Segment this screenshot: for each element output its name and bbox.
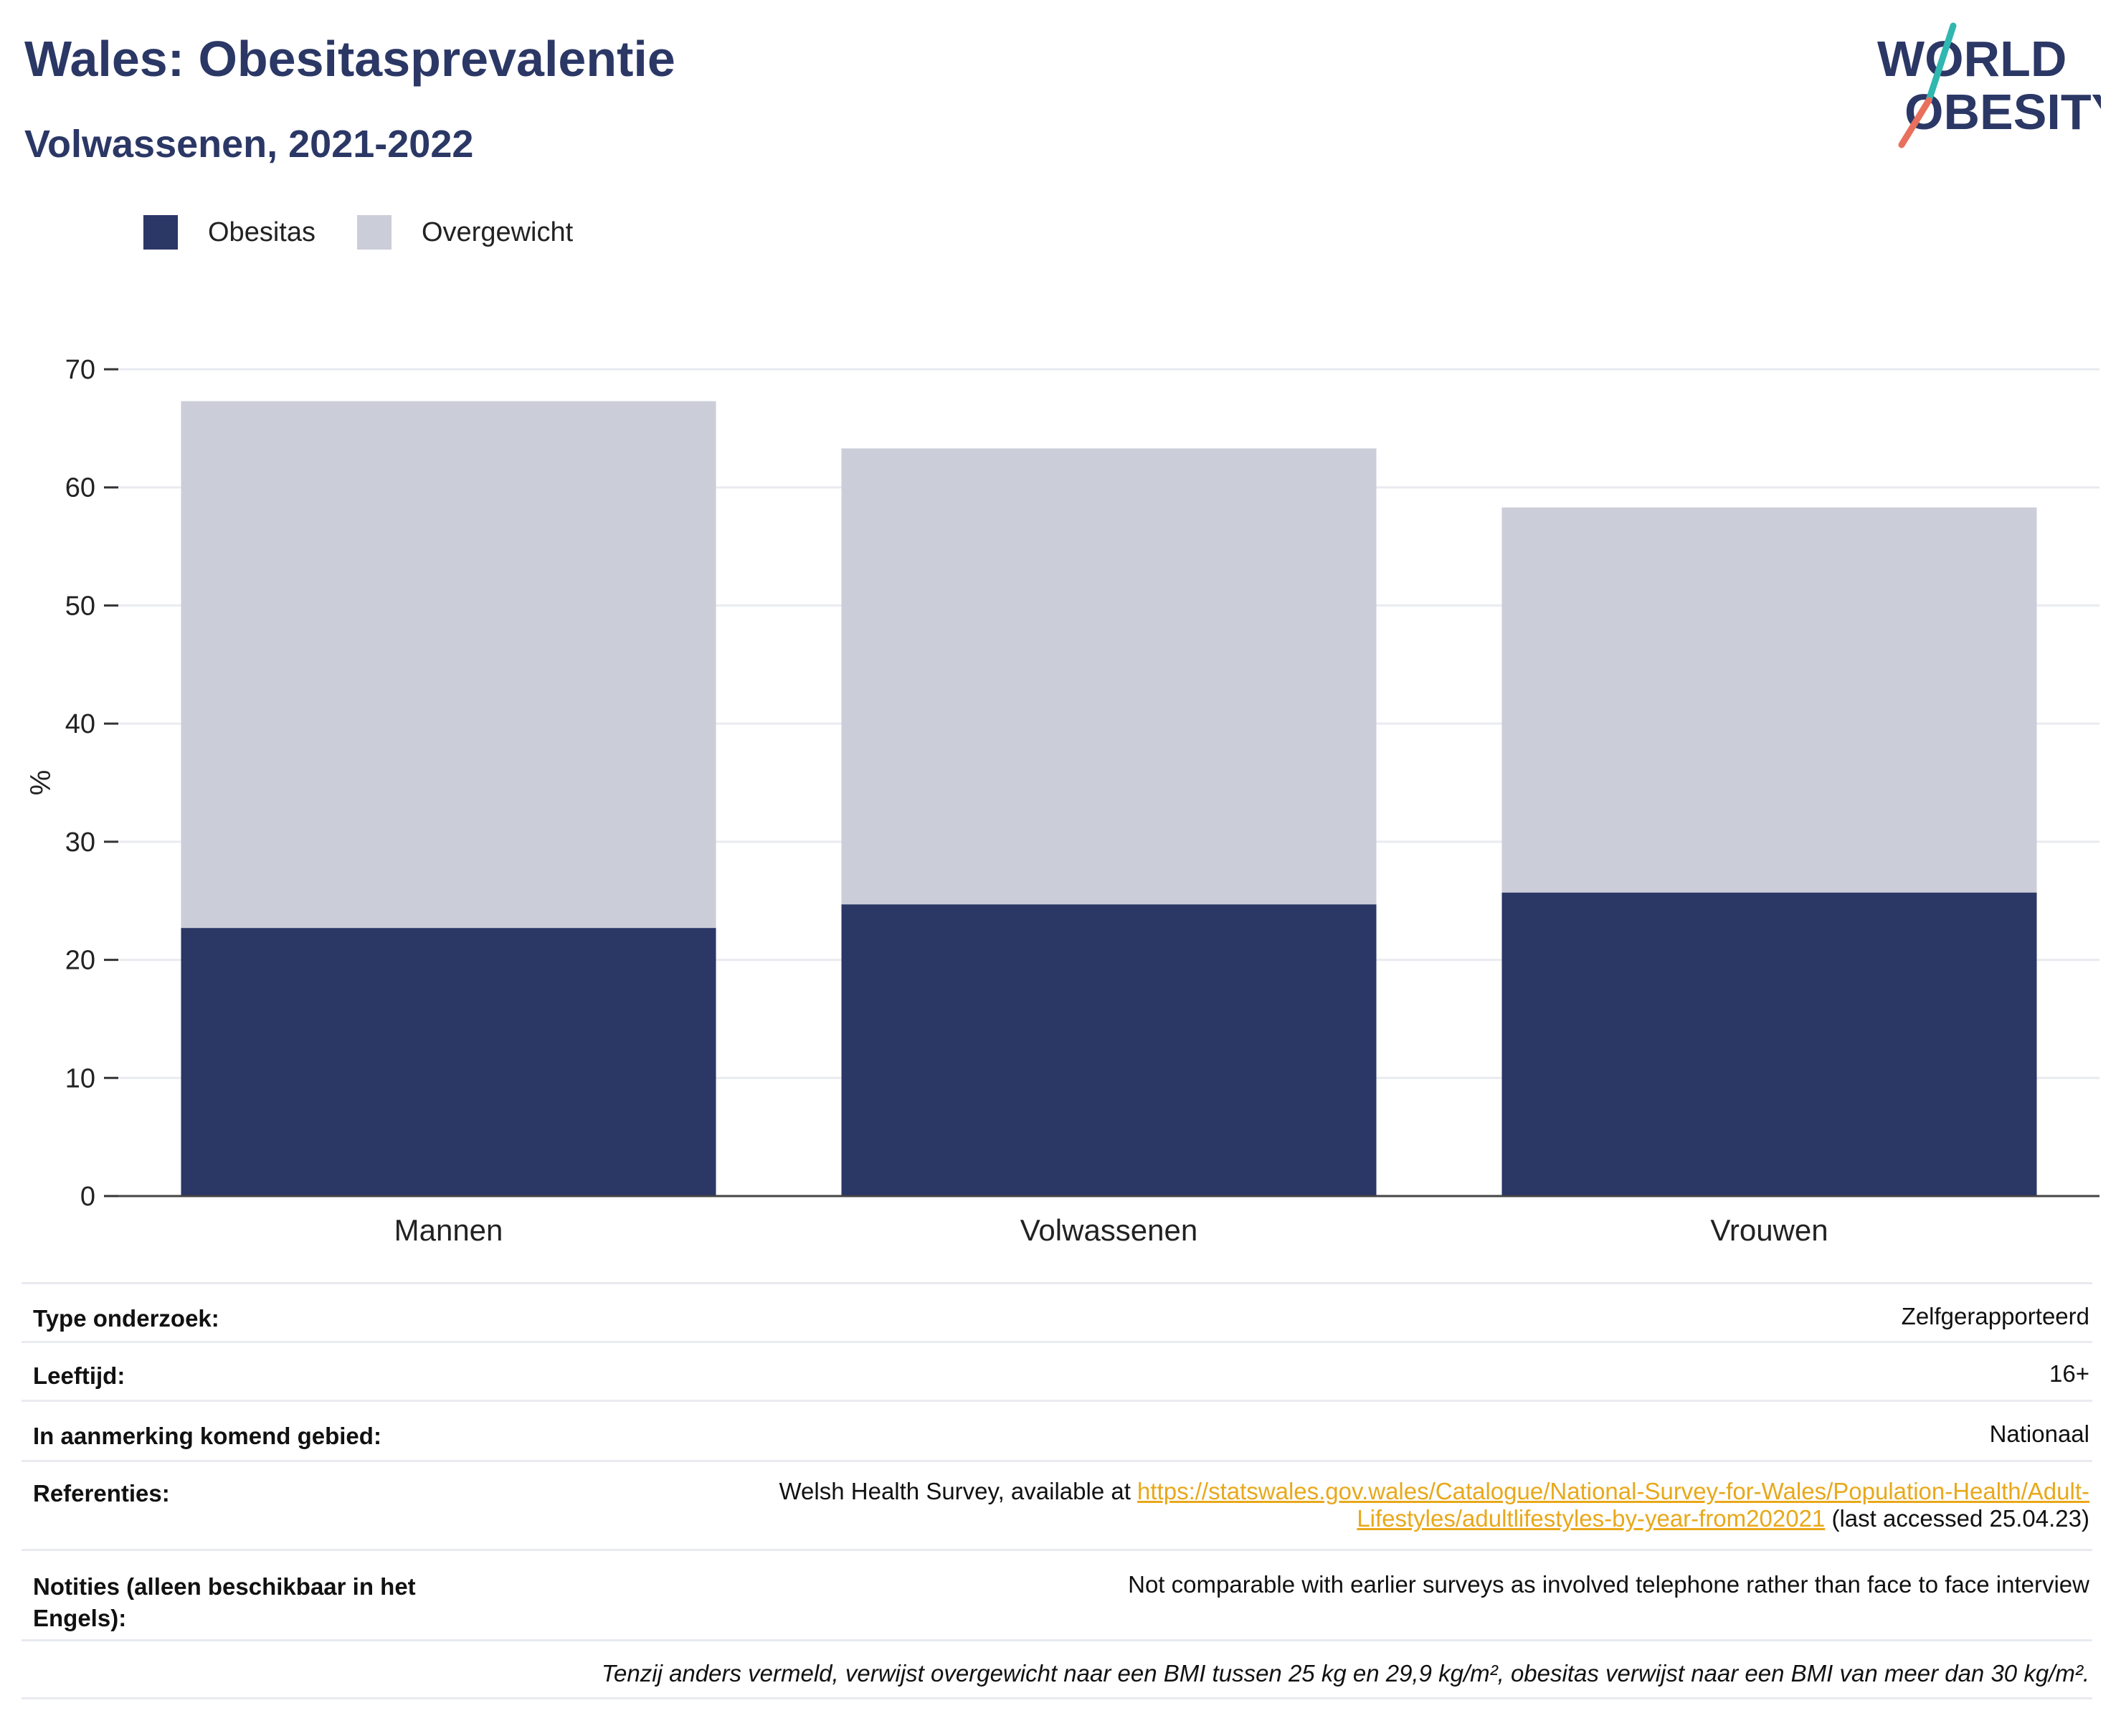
- x-tick-label-volwassenen: Volwassenen: [1020, 1213, 1198, 1247]
- logo-text-world: WORLD: [1877, 31, 2067, 87]
- info-table: Type onderzoek: Zelfgerapporteerd Leefti…: [22, 1282, 2092, 1699]
- bar-obesitas-volwassenen: [841, 904, 1377, 1196]
- info-label-references: Referenties:: [33, 1480, 170, 1507]
- info-value-survey-type: Zelfgerapporteerd: [1901, 1303, 2089, 1329]
- reference-link[interactable]: https://statswales.gov.wales/Catalogue/N…: [1137, 1478, 2089, 1532]
- y-tick-label-70: 70: [65, 355, 95, 385]
- info-row-age: Leeftijd: 16+: [22, 1341, 2092, 1400]
- legend-label-overgewicht: Overgewicht: [421, 217, 574, 247]
- logo-slash-teal: [1925, 22, 1957, 104]
- y-tick-label-10: 10: [65, 1063, 95, 1094]
- bar-obesitas-mannen: [181, 928, 716, 1196]
- reference-link-line2: Lifestyles/adultlifestyles-by-year-from2…: [1357, 1505, 1826, 1532]
- chart-legend: Obesitas Overgewicht: [143, 212, 615, 252]
- y-tick-label-0: 0: [80, 1182, 95, 1212]
- info-value-notes: Not comparable with earlier surveys as i…: [1128, 1571, 2089, 1598]
- y-tick-label-60: 60: [65, 473, 95, 503]
- info-value-references: Welsh Health Survey, available at https:…: [492, 1478, 2092, 1532]
- logo-text-obesity: OBESITY: [1904, 84, 2101, 140]
- info-label-age: Leeftijd:: [33, 1362, 125, 1389]
- legend-swatch-overgewicht: [356, 215, 392, 250]
- y-tick-label-30: 30: [65, 827, 95, 858]
- info-row-references: Referenties: Welsh Health Survey, availa…: [22, 1460, 2092, 1549]
- y-tick-label-40: 40: [65, 709, 95, 739]
- info-label-survey-type: Type onderzoek:: [33, 1305, 219, 1332]
- bar-obesitas-vrouwen: [1501, 892, 2037, 1196]
- page-title: Wales: Obesitasprevalentie: [24, 31, 675, 87]
- legend-swatch-obesitas: [143, 215, 178, 250]
- page-subtitle: Volwassenen, 2021-2022: [24, 123, 474, 166]
- info-value-area: Nationaal: [1989, 1420, 2089, 1447]
- bar-overgewicht-vrouwen: [1501, 507, 2037, 893]
- logo-slash-coral: [1898, 97, 1932, 148]
- y-axis-label: %: [25, 770, 57, 796]
- x-tick-label-vrouwen: Vrouwen: [1710, 1213, 1828, 1247]
- reference-prefix: Welsh Health Survey, available at: [779, 1478, 1131, 1504]
- x-tick-label-mannen: Mannen: [394, 1213, 503, 1247]
- info-row-survey-type: Type onderzoek: Zelfgerapporteerd: [22, 1282, 2092, 1341]
- info-value-age: 16+: [2049, 1360, 2089, 1387]
- info-row-area: In aanmerking komend gebied: Nationaal: [22, 1400, 2092, 1460]
- reference-suffix: (last accessed 25.04.23): [1831, 1505, 2089, 1532]
- bar-chart: 0 10 20 30 40 50 60 70% Mannen Volwassenen Vrouwen: [25, 355, 2099, 1247]
- legend-label-obesitas: Obesitas: [208, 217, 315, 247]
- y-tick-label-50: 50: [65, 591, 95, 621]
- bar-overgewicht-volwassenen: [841, 448, 1377, 905]
- info-label-notes: Notities (alleen beschikbaar in het Enge…: [33, 1573, 416, 1631]
- info-label-area: In aanmerking komend gebied:: [33, 1423, 381, 1449]
- legend-item-obesitas[interactable]: Obesitas: [143, 215, 315, 250]
- reference-link-line1: https://statswales.gov.wales/Catalogue/N…: [1137, 1478, 2089, 1504]
- info-row-footnote: Tenzij anders vermeld, verwijst overgewi…: [22, 1639, 2092, 1699]
- info-row-notes: Notities (alleen beschikbaar in het Enge…: [22, 1549, 2092, 1639]
- legend-item-overgewicht[interactable]: Overgewicht: [356, 215, 574, 250]
- world-obesity-logo: WORLD OBESITY: [1877, 22, 2101, 148]
- y-tick-label-20: 20: [65, 946, 95, 976]
- bar-overgewicht-mannen: [181, 401, 716, 929]
- footnote: Tenzij anders vermeld, verwijst overgewi…: [601, 1660, 2089, 1687]
